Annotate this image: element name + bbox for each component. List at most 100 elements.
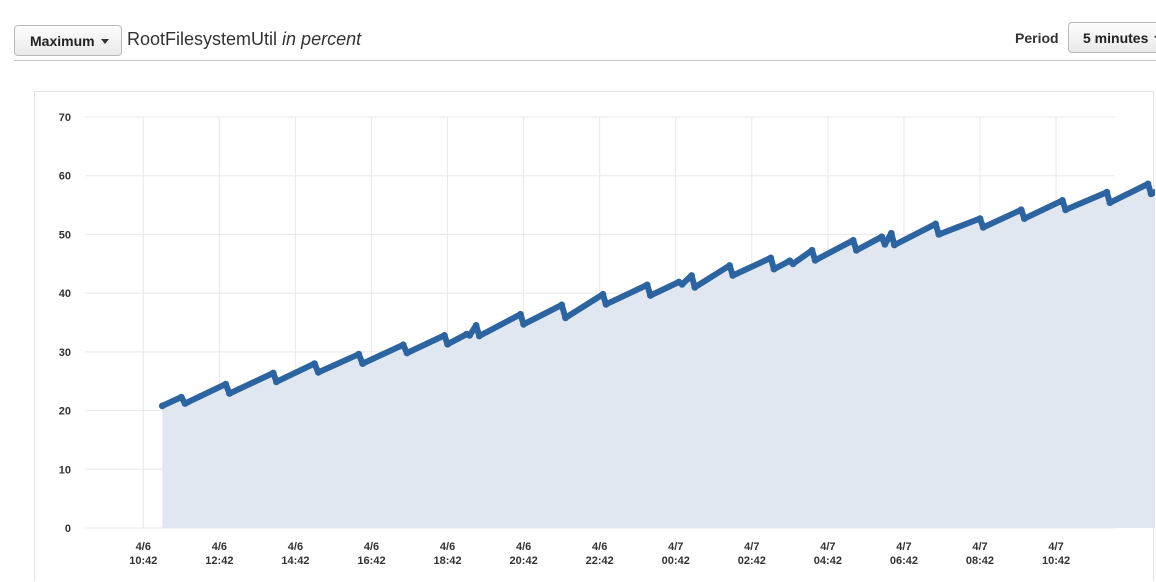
data-point [444, 340, 451, 348]
data-point [887, 229, 895, 237]
data-point [691, 283, 699, 291]
data-point [399, 341, 407, 349]
chart-frame: 0 10 20 30 40 50 60 70 4/6 10:42 4/6 12:42 4/6 14:42 4… [34, 91, 1155, 581]
statistic-label: Maximum [30, 32, 95, 49]
data-point [314, 369, 322, 376]
data-point [441, 332, 448, 339]
y-tick-label: 40 [59, 288, 71, 300]
data-point [158, 402, 166, 410]
data-point [599, 290, 607, 298]
x-tick-time: 22:42 [586, 555, 614, 567]
data-point [647, 292, 654, 299]
data-point [466, 332, 474, 339]
header-divider [14, 60, 1156, 61]
data-point [517, 310, 524, 318]
data-point [849, 236, 857, 244]
x-tick-time: 10:42 [129, 555, 157, 567]
data-point [808, 246, 816, 254]
data-point [1144, 180, 1152, 188]
data-point [853, 246, 860, 254]
data-point [643, 281, 651, 289]
data-point [1017, 206, 1025, 214]
data-point [1021, 215, 1028, 222]
data-point [1103, 188, 1111, 196]
x-tick-time: 08:42 [966, 555, 994, 567]
x-tick-time: 16:42 [357, 555, 385, 567]
x-tick-date: 4/6 [288, 541, 303, 553]
data-point [1062, 206, 1069, 214]
data-point [891, 241, 898, 249]
x-tick-date: 4/7 [896, 541, 911, 553]
y-tick-label: 50 [59, 229, 71, 241]
data-point [311, 360, 318, 367]
x-tick-date: 4/7 [668, 541, 683, 553]
data-point [222, 380, 230, 388]
data-point [602, 300, 610, 308]
data-point [472, 322, 480, 329]
metric-unit: in percent [282, 29, 362, 49]
x-tick-time: 12:42 [205, 555, 233, 567]
y-tick-label: 10 [59, 464, 71, 476]
data-point [558, 301, 566, 309]
metric-header: Maximum RootFilesystemUtil in percent Pe… [0, 0, 1156, 62]
data-point [177, 393, 185, 401]
data-point [976, 215, 984, 222]
metric-title: RootFilesystemUtil in percent [127, 29, 361, 50]
y-tick-label: 30 [59, 347, 71, 359]
x-tick-date: 4/7 [820, 541, 835, 553]
data-point [1059, 197, 1066, 204]
x-tick-date: 4/6 [592, 541, 607, 553]
series-area [162, 183, 1155, 528]
y-tick-label: 20 [59, 406, 71, 418]
data-point [767, 254, 775, 262]
x-tick-time: 18:42 [433, 555, 461, 567]
data-point [273, 378, 280, 386]
x-tick-date: 4/6 [136, 541, 151, 553]
data-point [789, 260, 797, 268]
data-point [1106, 199, 1114, 207]
y-tick-label: 60 [59, 171, 71, 183]
caret-down-icon [100, 39, 109, 44]
data-point [932, 220, 939, 228]
data-point [878, 233, 886, 241]
y-tick-label: 70 [59, 112, 71, 124]
period-dropdown[interactable]: 5 minutes [1068, 22, 1156, 53]
period-value: 5 minutes [1083, 29, 1149, 46]
x-tick-date: 4/7 [1048, 541, 1063, 553]
data-point [562, 314, 569, 322]
y-tick-label: 0 [65, 523, 71, 535]
caret-down-icon [1154, 36, 1156, 41]
x-tick-time: 04:42 [814, 555, 842, 567]
data-point [181, 400, 189, 407]
x-tick-date: 4/6 [212, 541, 227, 553]
metric-name: RootFilesystemUtil [127, 29, 278, 49]
x-tick-time: 02:42 [738, 555, 766, 567]
x-tick-date: 4/7 [972, 541, 987, 553]
data-point [811, 256, 819, 264]
data-point [403, 349, 411, 357]
data-point [726, 262, 733, 269]
x-tick-time: 20:42 [510, 555, 538, 567]
period-label: Period [1015, 30, 1059, 46]
data-point [881, 241, 889, 248]
data-point [355, 350, 363, 358]
x-tick-time: 10:42 [1042, 555, 1070, 567]
x-tick-time: 00:42 [662, 555, 690, 567]
data-point [688, 272, 695, 279]
data-point [269, 369, 277, 377]
x-tick-time: 14:42 [281, 555, 309, 567]
data-point [1147, 190, 1155, 198]
data-point [770, 265, 778, 273]
data-point [359, 360, 366, 367]
x-tick-date: 4/6 [364, 541, 379, 553]
statistic-dropdown[interactable]: Maximum [14, 25, 122, 56]
data-point [475, 332, 483, 340]
metric-chart: 0 10 20 30 40 50 60 70 4/6 10:42 4/6 12:42 4/6 14:42 4… [59, 112, 1155, 567]
x-tick-date: 4/6 [440, 541, 455, 553]
x-tick-date: 4/7 [744, 541, 759, 553]
data-point [935, 231, 943, 238]
x-tick-time: 06:42 [890, 555, 918, 567]
data-point [520, 320, 527, 328]
x-tick-date: 4/6 [516, 541, 531, 553]
data-point [979, 224, 987, 231]
